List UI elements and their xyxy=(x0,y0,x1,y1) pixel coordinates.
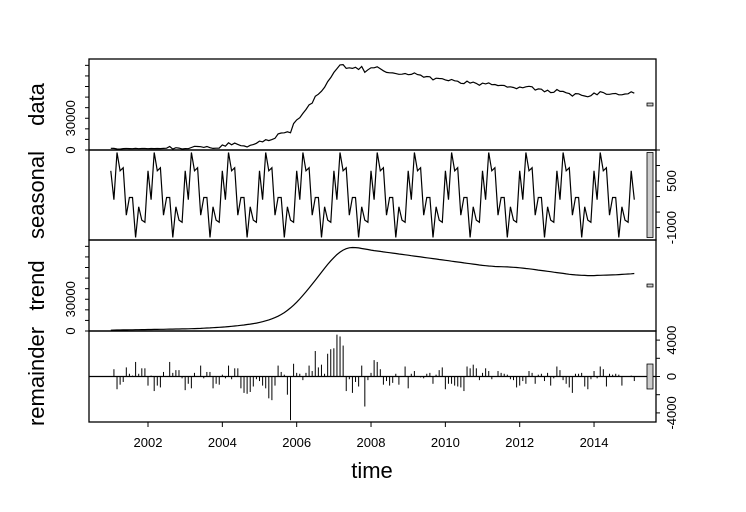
y-tick-label: 4000 xyxy=(664,326,679,355)
y-axis-title-seasonal: seasonal xyxy=(24,151,49,239)
panel-frame-data xyxy=(88,58,657,151)
y-tick-label: 30000 xyxy=(63,100,78,136)
series-line-data xyxy=(110,63,635,150)
series-line-seasonal xyxy=(110,152,635,238)
y-tick-label: -4000 xyxy=(664,396,679,429)
y-tick-label: 500 xyxy=(664,170,679,192)
x-tick-label: 2004 xyxy=(208,435,237,450)
panel-frame-trend xyxy=(88,239,657,332)
y-tick-label: 0 xyxy=(63,327,78,334)
y-axis-title-remainder: remainder xyxy=(24,327,49,426)
series-line-trend xyxy=(110,246,635,331)
x-tick-label: 2006 xyxy=(282,435,311,450)
x-tick-label: 2002 xyxy=(134,435,163,450)
y-tick-label: 30000 xyxy=(63,281,78,317)
x-axis-title: time xyxy=(351,458,393,483)
y-axis-title-data: data xyxy=(24,82,49,126)
y-tick-label: 0 xyxy=(664,373,679,380)
y-axis-title-trend: trend xyxy=(24,260,49,310)
x-tick-label: 2014 xyxy=(580,435,609,450)
range-bar-remainder xyxy=(646,363,654,390)
range-bar-trend xyxy=(646,283,654,288)
y-tick-label: -1000 xyxy=(664,211,679,244)
range-bar-data xyxy=(646,102,654,107)
range-bar-seasonal xyxy=(646,152,654,238)
y-tick-label: 0 xyxy=(63,146,78,153)
x-tick-label: 2008 xyxy=(357,435,386,450)
x-tick-label: 2012 xyxy=(505,435,534,450)
x-tick-label: 2010 xyxy=(431,435,460,450)
